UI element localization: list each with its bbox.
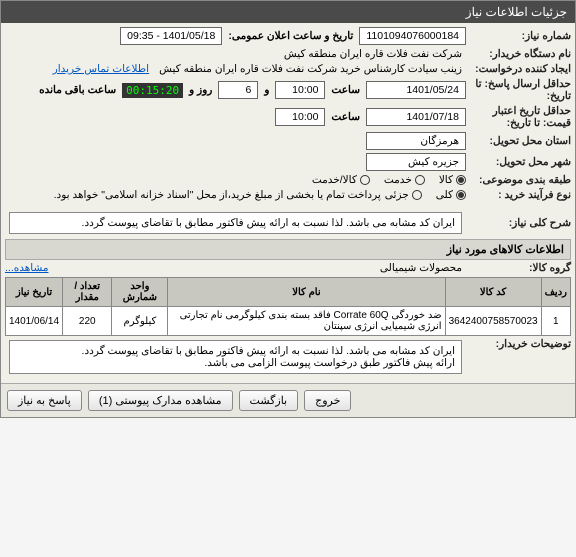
province-label: استان محل تحویل: — [466, 135, 571, 147]
cell-unit: کیلوگرم — [112, 307, 168, 336]
th-qty: تعداد / مقدار — [63, 278, 112, 307]
reply-button[interactable]: پاسخ به نیاز — [7, 390, 82, 411]
need-no-value: 1101094076000184 — [359, 27, 466, 45]
cell-row: 1 — [541, 307, 570, 336]
cell-qty: 220 — [63, 307, 112, 336]
radio-service[interactable]: خدمت — [384, 174, 425, 186]
table-row: 1 3642400758570023 ضد خوردگی Corrate 60Q… — [6, 307, 571, 336]
radio-dot-icon — [456, 175, 466, 185]
radio-partial[interactable]: جزئی — [385, 189, 422, 201]
announce-value: 1401/05/18 - 09:35 — [120, 27, 222, 45]
radio-full[interactable]: کلی — [436, 189, 466, 201]
validity-label: حداقل تاریخ اعتبار قیمت: تا تاریخ: — [466, 105, 571, 129]
process-label: نوع فرآیند خرید : — [466, 189, 571, 201]
radio-dot-icon — [415, 175, 425, 185]
days-value: 6 — [218, 81, 258, 99]
process-radio-group: کلی جزئی — [385, 189, 466, 201]
radio-dot-icon — [412, 190, 422, 200]
th-code: کد کالا — [445, 278, 541, 307]
time-label-2: ساعت — [325, 111, 366, 123]
radio-goods-service[interactable]: کالا/خدمت — [312, 174, 370, 186]
desc-label: شرح کلی نیاز: — [466, 217, 571, 229]
city-value: جزیره کیش — [366, 153, 466, 171]
th-row: ردیف — [541, 278, 570, 307]
province-value: هرمزگان — [366, 132, 466, 150]
requester-value: زینب سیادت کارشناس خرید شرکت نفت فلات قا… — [155, 63, 466, 75]
th-unit: واحد شمارش — [112, 278, 168, 307]
buyer-org-label: نام دستگاه خریدار: — [466, 48, 571, 60]
countdown-timer: 00:15:20 — [122, 83, 183, 98]
cell-name: ضد خوردگی Corrate 60Q فاقد بسته بندی کیل… — [168, 307, 445, 336]
buyer-notes-box: ایران کد مشابه می باشد. لذا نسبت به ارائ… — [9, 340, 462, 374]
radio-dot-icon — [360, 175, 370, 185]
and-label: و — [258, 84, 275, 96]
remaining-label: ساعت باقی مانده — [33, 84, 122, 96]
desc-box: ایران کد مشابه می باشد. لذا نسبت به ارائ… — [9, 212, 462, 234]
deadline-time: 10:00 — [275, 81, 325, 99]
need-no-label: شماره نیاز: — [466, 30, 571, 42]
form-container: جزئیات اطلاعات نیاز شماره نیاز: 11010940… — [0, 0, 576, 418]
group-value: محصولات شیمیالی — [376, 262, 466, 274]
form-body: شماره نیاز: 1101094076000184 تاریخ و ساع… — [1, 23, 575, 383]
buyer-notes-label: توضیحات خریدار: — [466, 338, 571, 350]
requester-label: ایجاد کننده درخواست: — [466, 63, 571, 75]
th-date: تاریخ نیاز — [6, 278, 63, 307]
deadline-label: حداقل ارسال پاسخ: تا تاریخ: — [466, 78, 571, 102]
announce-label: تاریخ و ساعت اعلان عمومی: — [222, 30, 359, 42]
back-button[interactable]: بازگشت — [239, 390, 299, 411]
radio-goods[interactable]: کالا — [439, 174, 466, 186]
items-table: ردیف کد کالا نام کالا واحد شمارش تعداد /… — [5, 277, 571, 336]
time-label-1: ساعت — [325, 84, 366, 96]
buyer-org-value: شرکت نفت فلات قاره ایران منطقه کیش — [280, 48, 466, 60]
category-radio-group: کالا خدمت کالا/خدمت — [312, 174, 466, 186]
deadline-date: 1401/05/24 — [366, 81, 466, 99]
group-label: گروه کالا: — [466, 262, 571, 274]
validity-time: 10:00 — [275, 108, 325, 126]
city-label: شهر محل تحویل: — [466, 156, 571, 168]
contact-link[interactable]: اطلاعات تماس خریدار — [53, 63, 155, 75]
attachments-button[interactable]: مشاهده مدارک پیوستی (1) — [88, 390, 233, 411]
more-link[interactable]: مشاهده... — [5, 262, 55, 274]
validity-date: 1401/07/18 — [366, 108, 466, 126]
category-label: طبقه بندی موضوعی: — [466, 174, 571, 186]
days-after-label: روز و — [183, 84, 218, 96]
cell-code: 3642400758570023 — [445, 307, 541, 336]
header-title: جزئیات اطلاعات نیاز — [1, 1, 575, 23]
footer-buttons: پاسخ به نیاز مشاهده مدارک پیوستی (1) باز… — [1, 383, 575, 417]
cell-date: 1401/06/14 — [6, 307, 63, 336]
items-section-title: اطلاعات کالاهای مورد نیاز — [5, 239, 571, 260]
radio-dot-icon — [456, 190, 466, 200]
exit-button[interactable]: خروج — [304, 390, 351, 411]
th-name: نام کالا — [168, 278, 445, 307]
process-note: پرداخت تمام یا بخشی از مبلغ خرید،از محل … — [5, 189, 385, 201]
